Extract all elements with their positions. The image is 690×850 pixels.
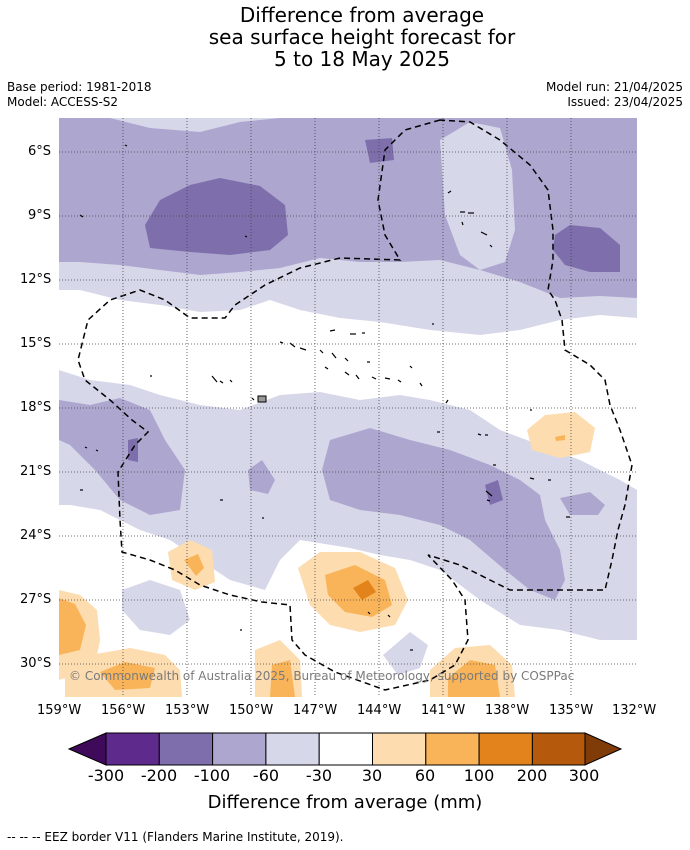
anomaly-region-strong-east xyxy=(553,225,620,272)
colorbar-label-7: 100 xyxy=(463,766,495,785)
eez-border xyxy=(77,119,633,691)
anomaly-region-strong-west xyxy=(145,178,288,255)
anomaly-region-strong-small-east xyxy=(485,480,503,505)
issued-date: Issued: 23/04/2025 xyxy=(567,95,683,109)
lat-label-6s: 6°S xyxy=(28,144,52,159)
lon-label-153w: 153°W xyxy=(165,703,210,718)
lon-label-150w: 150°W xyxy=(229,703,274,718)
colorbar-label-6: 60 xyxy=(414,766,436,785)
eez-legend-note: -- -- -- EEZ border V11 (Flanders Marine… xyxy=(7,830,344,844)
colorbar-bin-7 xyxy=(425,732,480,766)
colorbar-label-0: -300 xyxy=(87,766,125,785)
anomaly-region-strong-small-west xyxy=(128,438,138,462)
colorbar-label-9: 300 xyxy=(568,766,600,785)
title-line-3: 5 to 18 May 2025 xyxy=(274,47,450,71)
colorbar xyxy=(67,732,623,766)
lon-label-159w: 159°W xyxy=(37,703,82,718)
meta-left: Base period: 1981-2018 Model: ACCESS-S2 xyxy=(7,80,152,110)
lon-label-144w: 144°W xyxy=(357,703,402,718)
map-title: Difference from average sea surface heig… xyxy=(0,4,690,70)
colorbar-bin-3 xyxy=(212,732,267,766)
anomaly-positive-w2-core xyxy=(270,660,295,697)
colorbar-label-3: -60 xyxy=(252,766,280,785)
colorbar-label-8: 200 xyxy=(516,766,548,785)
colorbar-extend-min xyxy=(67,732,107,766)
colorbar-bin-5 xyxy=(318,732,374,766)
colorbar-bin-2 xyxy=(158,732,214,766)
islands xyxy=(79,144,570,651)
anomaly-positive-east xyxy=(527,412,595,458)
gridlines xyxy=(59,118,637,697)
lat-label-30s: 30°S xyxy=(20,656,52,671)
anomaly-region-mid-small xyxy=(248,460,275,494)
anomaly-positive-w1-core xyxy=(184,554,204,576)
colorbar-bin-6 xyxy=(372,732,427,766)
meta-right: Model run: 21/04/2025 Issued: 23/04/2025 xyxy=(546,80,683,110)
lat-label-27s: 27°S xyxy=(20,592,52,607)
lon-label-156w: 156°W xyxy=(101,703,146,718)
colorbar-title: Difference from average (mm) xyxy=(207,792,483,813)
lon-label-132w: 132°W xyxy=(612,703,657,718)
copyright-notice: © Commonwealth of Australia 2025, Bureau… xyxy=(69,669,575,683)
title-line-1: Difference from average xyxy=(239,3,485,27)
anomaly-region-mid-central xyxy=(322,428,565,600)
colorbar-label-5: 30 xyxy=(361,766,383,785)
lon-label-141w: 141°W xyxy=(421,703,466,718)
anomaly-region-strong-north xyxy=(365,138,394,163)
lat-label-24s: 24°S xyxy=(20,528,52,543)
colorbar-label-1: -200 xyxy=(140,766,178,785)
colorbar-extend-max xyxy=(584,732,623,766)
lat-label-12s: 12°S xyxy=(20,272,52,287)
anomaly-positive-center-core xyxy=(353,580,376,600)
colorbar-bin-4 xyxy=(265,732,320,766)
colorbar-label-2: -100 xyxy=(193,766,231,785)
anomaly-positive-sw-b-core xyxy=(100,662,155,690)
colorbar-label-4: -30 xyxy=(305,766,333,785)
model-run: Model run: 21/04/2025 xyxy=(545,80,683,94)
island-large xyxy=(257,395,267,403)
lat-label-18s: 18°S xyxy=(20,400,52,415)
anomaly-region-light-south xyxy=(122,580,190,635)
anomaly-region-mid-west xyxy=(59,398,185,515)
lat-label-15s: 15°S xyxy=(20,336,52,351)
lon-label-138w: 138°W xyxy=(485,703,530,718)
anomaly-positive-east-core xyxy=(555,435,565,441)
title-line-2: sea surface height forecast for xyxy=(208,25,516,49)
lon-label-135w: 135°W xyxy=(549,703,594,718)
colorbar-bin-8 xyxy=(478,732,533,766)
anomaly-region-mid-east-notch xyxy=(440,122,515,270)
lon-label-147w: 147°W xyxy=(293,703,338,718)
colorbar-bin-1 xyxy=(105,732,160,766)
base-period: Base period: 1981-2018 xyxy=(7,80,152,94)
model-name: Model: ACCESS-S2 xyxy=(7,95,119,109)
anomaly-positive-sw-a-core xyxy=(59,598,86,655)
anomaly-positive-se-core xyxy=(448,660,500,697)
map-field xyxy=(59,118,637,697)
anomaly-region-mid-east-lobe xyxy=(560,492,605,515)
lat-label-9s: 9°S xyxy=(28,208,52,223)
colorbar-bin-9 xyxy=(531,732,586,766)
lat-label-21s: 21°S xyxy=(20,464,52,479)
